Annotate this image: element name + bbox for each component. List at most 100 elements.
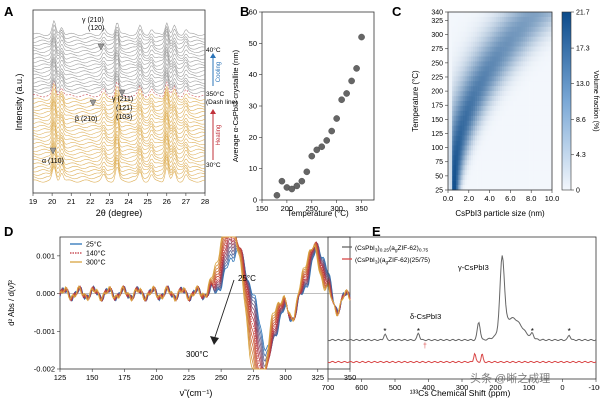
heatmap-cell xyxy=(520,51,524,57)
heatmap-cell xyxy=(450,105,453,112)
heatmap-cell xyxy=(508,180,511,186)
d-xtick-label: 125 xyxy=(54,373,67,382)
heatmap-cell xyxy=(462,46,465,52)
heatmap-cell xyxy=(502,170,505,176)
heatmap-cell xyxy=(547,31,551,38)
heatmap-cell xyxy=(545,105,549,112)
heatmap-cell xyxy=(470,185,474,191)
panel-c-axes: 0.0 2.0 4.0 6.0 8.0 10.0255075100125150175200… xyxy=(431,10,559,204)
heatmap-cell xyxy=(481,125,484,131)
heatmap-cell xyxy=(547,180,551,186)
panel-d-ylabel: d² Abs / d(ν̃)² xyxy=(7,280,16,326)
heatmap-cell xyxy=(524,120,528,127)
heatmap-cell xyxy=(506,26,509,33)
heatmap-cell xyxy=(468,125,472,131)
heatmap-cell xyxy=(495,175,499,181)
heatmap-cell xyxy=(489,160,492,166)
d-xtick-label: 350 xyxy=(344,373,357,382)
heatmap-cell xyxy=(500,26,503,33)
heatmap-cell xyxy=(468,66,472,72)
heatmap-cell xyxy=(456,61,459,67)
heatmap-cell xyxy=(500,101,503,107)
d-xtick-label: 250 xyxy=(215,373,228,382)
panel-d-axes: 125 150 175 200 225 250 275 300 325 3500.0010.000… xyxy=(34,251,357,382)
heatmap-cell xyxy=(537,26,540,33)
heatmap-cell xyxy=(495,115,499,122)
heatmap-cell xyxy=(506,71,509,77)
heatmap-cell xyxy=(489,31,492,38)
heating-trace xyxy=(32,107,206,125)
heatmap-cell xyxy=(456,46,459,52)
heatmap-cell xyxy=(516,56,520,62)
heatmap-cell xyxy=(477,66,480,72)
heatmap-cell xyxy=(504,56,507,62)
heatmap-cell xyxy=(485,110,488,117)
heatmap-cell xyxy=(504,180,507,186)
heatmap-cell xyxy=(466,66,470,72)
heatmap-cell xyxy=(531,26,534,33)
heatmap-cell xyxy=(527,96,530,102)
heatmap-cell xyxy=(462,66,465,72)
heatmap-cell xyxy=(527,185,530,191)
heatmap-cell xyxy=(495,160,499,166)
heatmap-cell xyxy=(539,135,542,141)
heatmap-cell xyxy=(547,56,551,62)
cooling-trace xyxy=(32,74,206,91)
heatmap-cell xyxy=(466,76,470,82)
heatmap-cell xyxy=(481,41,484,47)
heatmap-cell xyxy=(508,165,511,171)
heatmap-cell xyxy=(477,185,480,191)
panel-e-xlabel: ¹³³Cs Chemical Shift (ppm) xyxy=(410,388,511,398)
heatmap-cell xyxy=(489,145,492,151)
heatmap-cell xyxy=(512,76,515,82)
heatmap-cell xyxy=(533,91,536,97)
heatmap-cell xyxy=(452,41,455,47)
heatmap-cell xyxy=(460,101,463,107)
ftir-traces xyxy=(59,236,351,370)
heatmap-cell xyxy=(448,101,451,107)
heatmap-cell xyxy=(545,26,549,33)
heatmap-cell xyxy=(549,185,553,191)
heatmap-cell xyxy=(450,101,453,107)
heatmap-cell xyxy=(485,101,488,107)
heatmap-cell xyxy=(502,41,505,47)
gamma-210-label: γ (210) xyxy=(82,17,104,24)
heatmap-cell xyxy=(460,16,463,23)
heatmap-cell xyxy=(510,185,513,191)
heatmap-cell xyxy=(529,175,532,181)
heatmap-cell xyxy=(506,86,509,92)
heatmap-cell xyxy=(514,81,517,87)
heatmap-cell xyxy=(549,115,553,122)
heatmap-cell xyxy=(450,120,453,127)
heatmap-cell xyxy=(543,51,547,57)
heatmap-cell xyxy=(452,125,455,131)
heatmap-cell xyxy=(510,76,513,82)
a-xtick-label: 20 xyxy=(48,197,56,206)
heatmap-cell xyxy=(454,46,457,52)
heatmap-cell xyxy=(495,51,499,57)
heatmap-cell xyxy=(468,145,472,151)
heatmap-cell xyxy=(527,91,530,97)
heatmap-cell xyxy=(466,180,470,186)
heatmap-cell xyxy=(527,41,530,47)
heatmap-cell xyxy=(448,105,451,112)
heatmap-cell xyxy=(495,56,499,62)
heatmap-cell xyxy=(531,175,534,181)
heatmap-cell xyxy=(504,76,507,82)
heatmap-cell xyxy=(497,71,501,77)
heatmap-cell xyxy=(472,150,476,156)
heatmap-cell xyxy=(464,120,468,127)
cooling-trace xyxy=(33,27,206,43)
heatmap-cell xyxy=(475,26,478,33)
c-xtick-label: 2.0 xyxy=(464,194,474,203)
heatmap-cell xyxy=(468,140,472,146)
e-xtick-label: 100 xyxy=(523,383,536,392)
heatmap-cell xyxy=(541,145,544,151)
heatmap-cell xyxy=(529,110,532,117)
heatmap-cell xyxy=(472,175,476,181)
heatmap-cell xyxy=(531,56,534,62)
heatmap-cell xyxy=(512,180,515,186)
heatmap-cell xyxy=(533,115,536,122)
